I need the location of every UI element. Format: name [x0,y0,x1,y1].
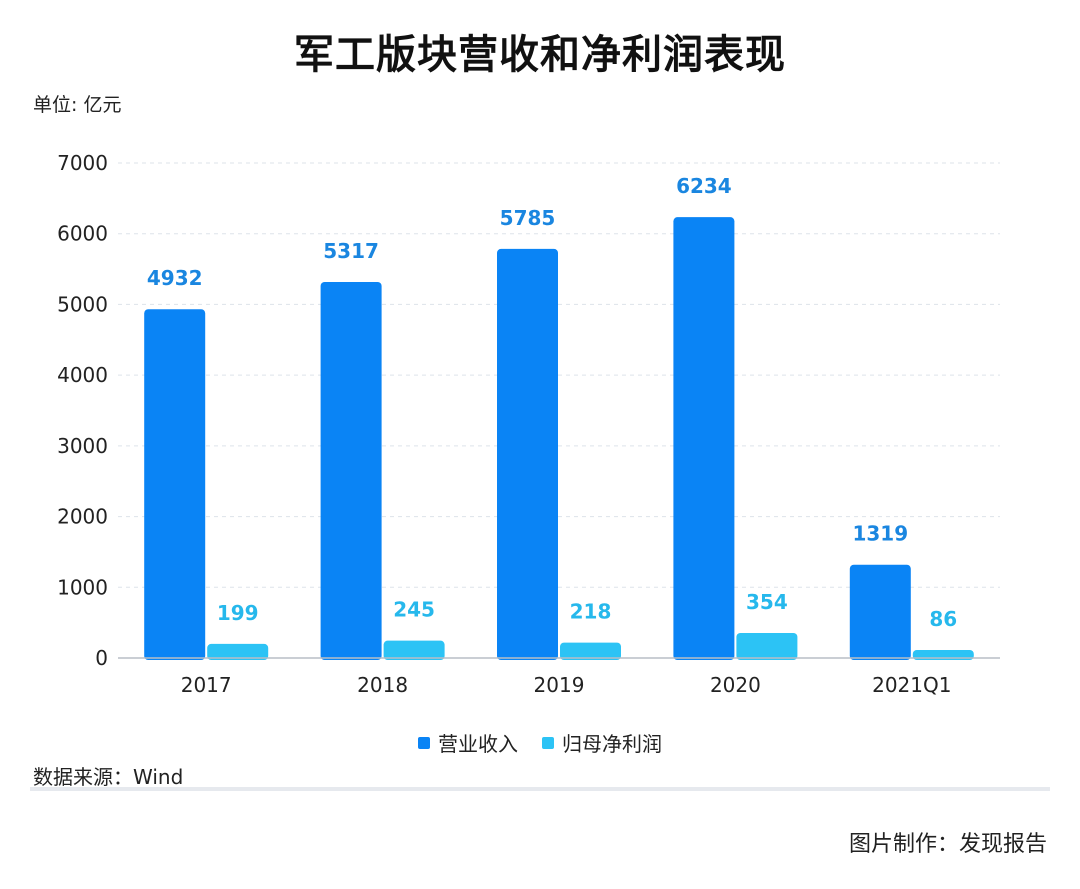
data-labels: 4932 199 5317 245 5785 218 6234 354 1319 86 [147,174,957,631]
y-tick-label: 7000 [57,151,108,175]
x-tick-label: 2017 [181,673,232,697]
y-tick-label: 3000 [57,434,108,458]
y-axis-ticks: 0 1000 2000 3000 4000 5000 6000 7000 [57,151,108,670]
y-tick-label: 6000 [57,222,108,246]
y-tick-label: 5000 [57,292,108,316]
x-tick-label: 2019 [534,673,585,697]
data-label-revenue: 1319 [852,522,908,546]
gridlines [118,162,1000,588]
divider [30,787,1050,791]
data-label-revenue: 4932 [147,266,203,290]
legend-swatch-revenue [418,736,430,749]
legend-item-profit: 归母净利润 [542,728,662,757]
unit-label: 单位: 亿元 [33,94,122,116]
bar-revenue [497,248,558,661]
x-tick-label: 2021Q1 [872,673,951,697]
chart-title: 军工版块营收和净利润表现 [294,32,786,78]
bar-revenue [849,564,911,660]
data-label-profit: 245 [393,598,435,622]
y-tick-label: 1000 [57,575,108,599]
bar-profit [736,632,798,660]
y-tick-label: 4000 [57,363,108,387]
data-label-profit: 86 [929,607,957,631]
legend: 营业收入 归母净利润 [0,728,1080,757]
y-tick-label: 0 [95,646,108,670]
bar-profit [383,640,445,660]
bar-profit [560,642,621,660]
data-label-profit: 354 [746,590,788,614]
image-credit: 图片制作：发现报告 [848,832,1047,857]
x-tick-label: 2018 [357,673,408,697]
bar-revenue [673,217,735,660]
bar-chart: 0 1000 2000 3000 4000 5000 6000 7000 4932 199 531… [57,151,1000,697]
bar-revenue [144,309,206,660]
data-source: 数据来源：Wind [33,765,184,789]
x-tick-label: 2020 [710,673,761,697]
data-label-revenue: 5785 [500,206,556,230]
bar-profit [207,643,269,660]
data-label-revenue: 6234 [676,174,732,198]
y-tick-label: 2000 [57,505,108,529]
data-label-profit: 199 [217,601,259,625]
legend-label-revenue: 营业收入 [438,732,518,756]
bars [144,217,974,661]
legend-swatch-profit [542,736,554,749]
data-label-profit: 218 [570,600,612,624]
bar-revenue [320,282,382,660]
legend-label-profit: 归母净利润 [562,732,662,756]
legend-item-revenue: 营业收入 [418,728,518,757]
data-label-revenue: 5317 [323,239,379,263]
x-axis-ticks: 2017 2018 2019 2020 2021Q1 [181,673,952,697]
